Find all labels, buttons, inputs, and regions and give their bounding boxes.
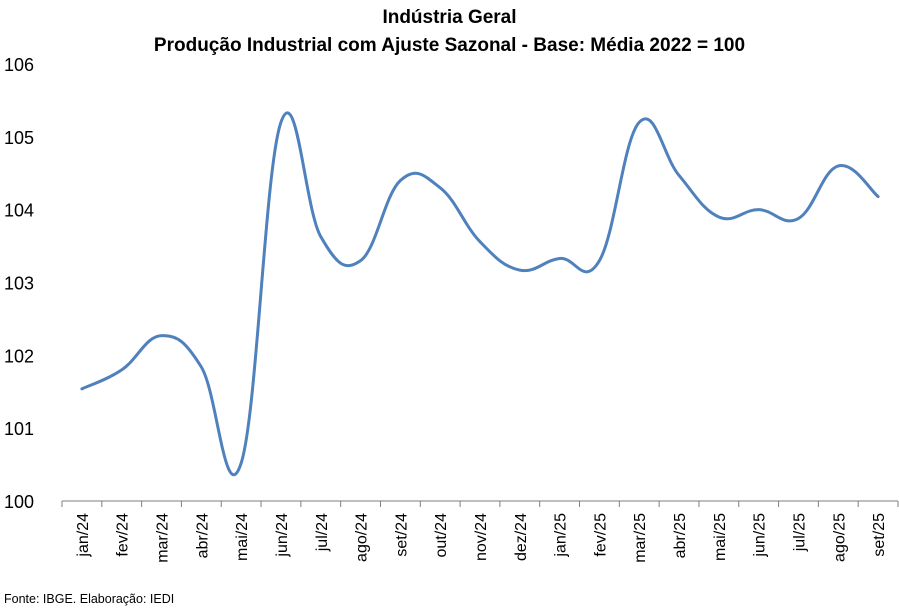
series-line xyxy=(80,111,880,476)
x-tick-label: jan/24 xyxy=(75,513,92,558)
y-tick-label: 102 xyxy=(4,346,34,366)
x-tick-label: jul/25 xyxy=(791,513,808,552)
chart-subtitle: Produção Industrial com Ajuste Sazonal -… xyxy=(153,35,746,56)
x-tick-label: ago/25 xyxy=(831,513,848,562)
x-tick-label: mar/24 xyxy=(155,513,172,563)
y-tick-label: 104 xyxy=(4,201,34,221)
x-tick-label: nov/24 xyxy=(473,513,490,561)
x-tick-label: mai/24 xyxy=(234,513,251,561)
x-tick-label: jun/25 xyxy=(752,513,769,558)
x-tick-label: jun/24 xyxy=(274,513,291,558)
x-tick-label: dez/24 xyxy=(513,513,530,561)
x-tick-label: out/24 xyxy=(433,513,450,558)
x-tick-label: abr/25 xyxy=(672,513,689,558)
x-tick-label: fev/25 xyxy=(592,513,609,557)
x-tick-label: abr/24 xyxy=(194,513,211,558)
x-tick-label: fev/24 xyxy=(115,513,132,557)
x-tick-label: set/25 xyxy=(871,513,888,557)
y-tick-label: 105 xyxy=(4,128,34,148)
y-tick-label: 103 xyxy=(4,274,34,294)
x-tick-label: ago/24 xyxy=(354,513,371,562)
x-tick-label: set/24 xyxy=(393,513,410,557)
x-tick-label: mai/25 xyxy=(712,513,729,561)
x-tick-label: mar/25 xyxy=(632,513,649,563)
x-tick-label: jul/24 xyxy=(314,513,331,552)
chart-title: Indústria Geral xyxy=(382,7,517,28)
y-tick-label: 106 xyxy=(4,55,34,75)
y-tick-label: 101 xyxy=(4,419,34,439)
y-tick-label: 100 xyxy=(4,492,34,512)
x-tick-label: jan/25 xyxy=(553,513,570,558)
source-note: Fonte: IBGE. Elaboração: IEDI xyxy=(4,592,175,606)
